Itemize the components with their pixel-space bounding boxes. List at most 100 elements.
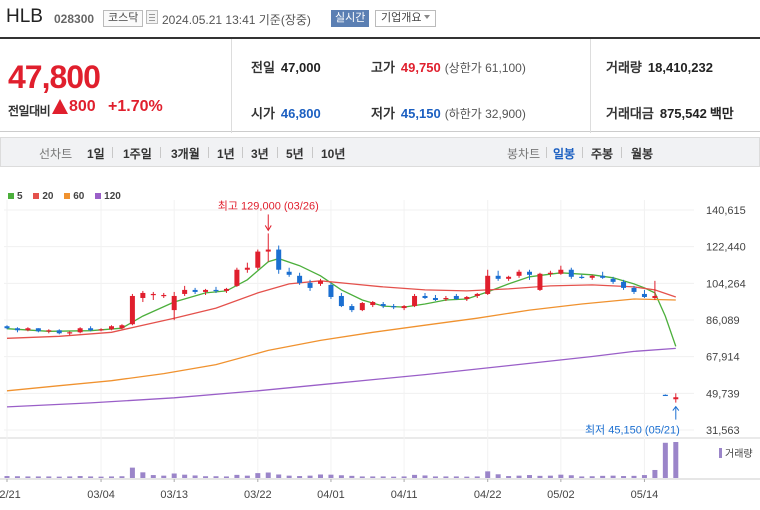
- period-1w[interactable]: 1주일: [123, 147, 152, 161]
- volume-bar: [422, 475, 428, 478]
- period-5y[interactable]: 5년: [286, 147, 304, 161]
- change-value: 800: [69, 98, 96, 115]
- low-arrow-head: [672, 405, 680, 411]
- volume-legend-swatch: [719, 448, 722, 458]
- volume-bar: [401, 476, 407, 478]
- candle-body: [35, 328, 41, 332]
- volume-bar: [161, 475, 167, 478]
- legend-swatch: [8, 193, 14, 199]
- period-3y[interactable]: 3년: [251, 147, 269, 161]
- candle-body: [297, 275, 303, 283]
- volume-bar: [631, 475, 637, 478]
- volume-bar: [119, 476, 125, 478]
- quote-datetime: 2024.05.21 13:41 기준(장중): [162, 13, 311, 27]
- volume-bar: [307, 475, 313, 478]
- candle-body: [255, 251, 261, 268]
- volume-bar: [182, 474, 188, 478]
- volume-bar: [56, 476, 62, 478]
- volume-bar: [464, 476, 470, 478]
- candle-body: [67, 332, 73, 334]
- candle-body: [244, 267, 250, 270]
- candle-body: [579, 276, 585, 279]
- x-tick-label: 05/14: [631, 489, 659, 501]
- separator: [312, 147, 313, 158]
- candle-body: [589, 275, 595, 278]
- candle-body: [558, 269, 564, 274]
- separator: [277, 147, 278, 158]
- volume-bar: [255, 473, 261, 478]
- current-price: 47,800: [8, 59, 101, 95]
- candle-body: [318, 280, 323, 284]
- separator: [621, 147, 622, 158]
- ma-line-120: [6, 347, 676, 408]
- volume-bar: [579, 476, 585, 478]
- stat-open: 시가 46,800: [251, 103, 321, 122]
- x-tick-label: 02/21: [0, 489, 21, 501]
- candle-weekly[interactable]: 주봉: [591, 147, 614, 161]
- volume-bar: [443, 476, 449, 478]
- x-tick-label: 04/22: [474, 489, 502, 501]
- x-tick-label: 03/22: [244, 489, 272, 501]
- volume-bar: [506, 476, 512, 478]
- volume-label: 거래량: [606, 60, 642, 75]
- stat-amount: 거래대금 875,542 백만: [606, 103, 734, 122]
- candle-body: [495, 275, 501, 279]
- candle-body: [453, 295, 459, 299]
- candle-monthly[interactable]: 월봉: [631, 147, 654, 161]
- volume-bar: [203, 476, 209, 478]
- x-tick-label: 03/13: [160, 489, 188, 501]
- corp-info-dropdown[interactable]: 기업개요: [375, 10, 437, 27]
- candle-body: [338, 295, 344, 307]
- period-1y[interactable]: 1년: [217, 147, 235, 161]
- candle-body: [359, 303, 365, 311]
- y-tick-label: 140,615: [706, 205, 746, 217]
- candle-body: [380, 304, 386, 307]
- volume-bar: [589, 476, 595, 478]
- open-label: 시가: [251, 106, 275, 121]
- volume-bar: [129, 467, 135, 478]
- candle-body: [307, 282, 313, 288]
- candle-body: [349, 306, 355, 311]
- x-tick-label: 04/01: [317, 489, 345, 501]
- ma-line-20: [6, 280, 677, 339]
- candle-body: [25, 328, 31, 331]
- volume-bar: [359, 476, 365, 478]
- volume-bar: [391, 476, 397, 478]
- volume-bar: [234, 474, 240, 478]
- candle-body: [631, 287, 637, 292]
- candle-body: [600, 275, 606, 278]
- divider: [231, 39, 232, 133]
- volume-bar: [432, 476, 438, 478]
- period-3m[interactable]: 3개월: [171, 147, 200, 161]
- prev-close-value: 47,000: [280, 60, 321, 75]
- high-label: 고가: [371, 60, 395, 75]
- volume-bar: [286, 475, 292, 478]
- volume-bar: [67, 476, 73, 478]
- y-tick-label: 86,089: [706, 315, 740, 327]
- volume-bar: [474, 476, 480, 478]
- candle-body: [652, 295, 658, 298]
- candle-daily[interactable]: 일봉: [553, 147, 576, 161]
- legend-item-ma60: 60: [64, 191, 84, 202]
- stat-prev-close: 전일 47,000: [251, 57, 321, 76]
- realtime-button[interactable]: 실시간: [331, 10, 370, 27]
- volume-bar: [652, 469, 658, 478]
- volume-bar: [77, 476, 83, 478]
- candle-body: [422, 295, 428, 298]
- volume-bar: [318, 474, 323, 478]
- candle-body: [443, 297, 449, 300]
- ma-line-60: [6, 298, 676, 392]
- period-1d[interactable]: 1일: [87, 147, 105, 161]
- candle-body: [234, 269, 240, 286]
- legend-swatch: [95, 193, 102, 199]
- candle-body: [516, 271, 522, 276]
- low-value: 45,150: [400, 106, 441, 121]
- volume-bar: [14, 476, 20, 478]
- volume-bar: [98, 476, 104, 478]
- volume-bar: [46, 476, 52, 478]
- period-10y[interactable]: 10년: [321, 147, 346, 161]
- volume-bar: [558, 474, 564, 478]
- volume-bar: [641, 475, 647, 478]
- candle-body: [140, 292, 146, 298]
- candle-body: [286, 271, 292, 275]
